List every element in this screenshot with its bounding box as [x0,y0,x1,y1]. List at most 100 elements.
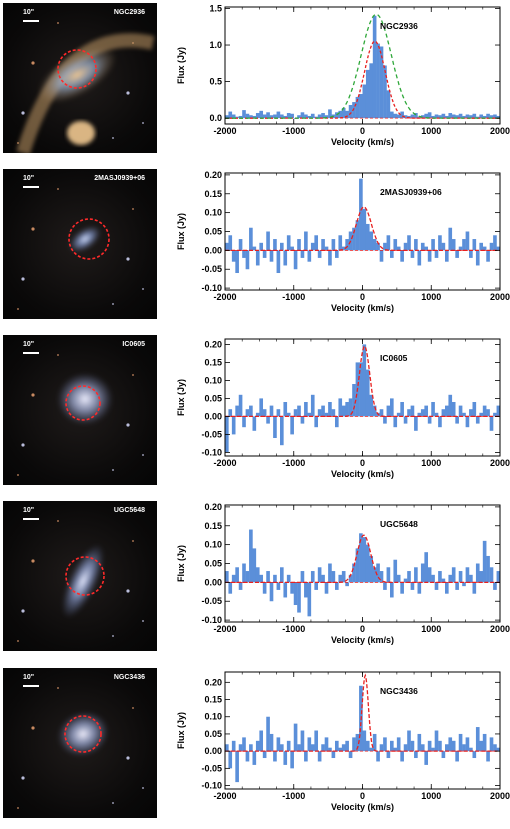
histogram-bar [269,582,274,602]
plot-area [225,178,500,274]
galaxy-thumbnail: 10" 2MASJ0939+06 [3,169,157,319]
x-tick-label: 1000 [421,624,441,634]
y-tick-label: 0.15 [204,357,222,367]
x-tick-label: 0 [360,292,365,302]
histogram-bar [365,223,370,251]
histogram-bar [324,246,329,251]
histogram-bar [403,578,408,583]
x-tick-label: 0 [360,791,365,801]
histogram-bar [469,409,473,417]
histogram-bar [307,737,312,752]
fit-curve [225,206,500,252]
histogram-bar [307,115,312,119]
histogram-bar [286,235,291,251]
background-star [57,188,59,190]
histogram-bar [331,751,336,759]
histogram-bar [414,113,418,119]
histogram-bar [321,239,325,251]
histogram-bar [482,405,487,417]
histogram-bar [407,235,411,251]
histogram-bar [245,409,250,417]
histogram-bar [427,112,432,119]
background-star [126,589,130,593]
histogram-bar [383,65,387,119]
histogram-bar [390,582,394,598]
y-tick-label: -0.05 [201,264,222,274]
histogram-bar [245,250,250,270]
histogram-bar [472,582,477,594]
y-tick-label: 0.05 [204,559,222,569]
histogram-bar [273,751,277,762]
histogram-bar [341,744,346,752]
background-star [132,208,134,210]
histogram-bar [390,398,394,417]
histogram-bar [386,90,391,119]
thumbnail-name: NGC2936 [113,9,145,16]
y-tick-label: 0.0 [209,113,222,123]
histogram-bar [352,102,356,119]
histogram-bar [448,227,453,251]
histogram-bar [472,239,477,251]
histogram-bar [276,250,281,274]
histogram-bar [304,402,308,417]
histogram-bar [280,744,284,752]
histogram-bar [455,250,459,258]
y-tick-label: 0.00 [204,411,222,421]
histogram-bar [321,405,325,417]
histogram-bar [472,113,477,119]
histogram-bar [469,115,473,119]
histogram-bar [276,737,281,752]
histogram-bar [255,250,260,266]
histogram-bar [486,409,490,417]
background-star [142,620,144,622]
histogram-bar [493,582,497,590]
y-tick-label: 0.10 [204,540,222,550]
histogram-bar [242,737,246,752]
histogram-bar [307,582,312,617]
histogram-bar [331,409,336,417]
histogram-bar [238,582,243,590]
histogram-bar [431,115,435,119]
y-tick-label: 0.20 [204,502,222,512]
histogram-bar [345,740,349,752]
histogram-bar [486,751,490,762]
histogram-bar [451,740,456,752]
histogram-bar [297,239,301,251]
x-tick-label: 0 [360,126,365,136]
histogram-bar [383,242,387,251]
background-star [142,288,144,290]
histogram-bar [393,239,398,251]
histogram-bar [355,220,360,251]
histogram-bar [420,409,425,417]
histogram-bar [420,115,425,119]
histogram-bar [414,416,418,431]
histogram-bar [396,574,401,583]
background-star [31,227,35,231]
histogram-bar [376,43,380,119]
histogram-bar [242,563,246,583]
histogram-bar [266,112,270,119]
fit-curve [225,673,500,752]
histogram-bar [359,533,363,583]
histogram-bar [328,402,332,417]
y-tick-label: -0.10 [201,447,222,457]
fit-curve [225,534,500,584]
histogram-bar [324,582,329,594]
background-star [126,756,130,760]
histogram-bar [362,344,367,417]
histogram-bar [314,116,319,119]
histogram-bar [441,242,446,251]
histogram-bar [383,416,387,424]
histogram-bar [465,567,470,583]
histogram-bar [359,94,363,119]
histogram-bar [496,571,500,583]
histogram-bar [321,744,325,752]
histogram-bar [475,727,480,752]
galaxy-body [57,373,113,425]
histogram-bar [228,582,233,594]
spectrum-title: NGC3436 [380,686,418,696]
y-tick-label: 0.15 [204,189,222,199]
y-axis-label: Flux (Jy) [176,379,186,416]
histogram-bar [369,747,374,752]
background-star [142,122,144,124]
